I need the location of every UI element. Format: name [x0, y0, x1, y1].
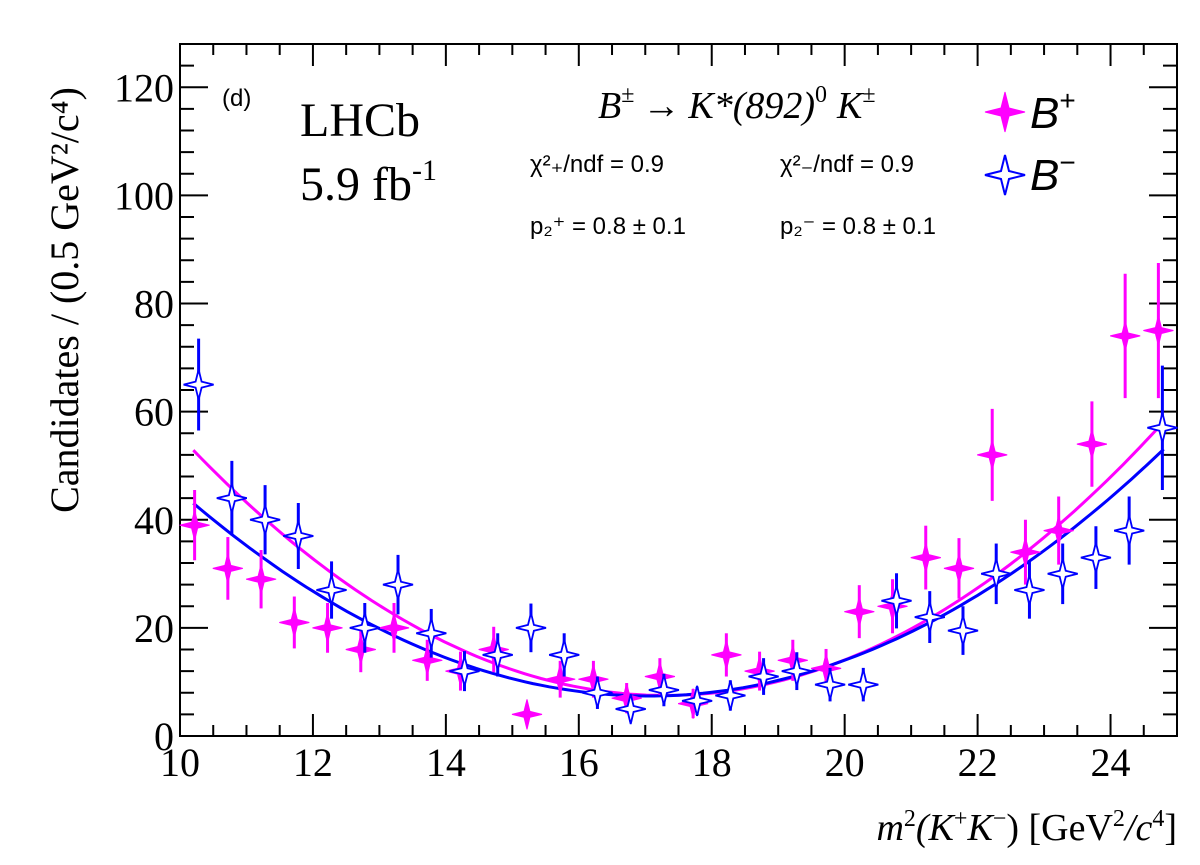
- luminosity-exponent: -1: [412, 154, 437, 187]
- x-tick-label: 18: [692, 740, 732, 785]
- stat-p2-minus: p₂⁻ = 0.8 ± 0.1: [780, 213, 936, 240]
- point-bminus: [1113, 515, 1145, 546]
- point-bplus: [810, 653, 842, 684]
- point-bminus: [615, 693, 646, 725]
- y-tick-label: 120: [114, 65, 174, 110]
- point-bplus: [1043, 515, 1074, 546]
- y-tick-label: 60: [134, 390, 174, 435]
- point-bplus: [478, 634, 509, 665]
- legend-marker-bplus: [984, 91, 1026, 133]
- point-bminus: [748, 661, 779, 692]
- point-bminus: [582, 677, 613, 709]
- point-bplus: [245, 564, 277, 595]
- point-bplus: [943, 553, 975, 584]
- x-tick-label: 24: [1091, 740, 1131, 785]
- legend: B+ B−: [984, 85, 1076, 200]
- point-bplus: [545, 664, 576, 695]
- y-tick-label: 80: [134, 282, 174, 327]
- point-bminus: [648, 674, 680, 706]
- y-axis-title: Candidates / (0.5 GeV²/c⁴): [42, 87, 87, 513]
- y-tick-label: 0: [154, 714, 174, 759]
- point-bplus: [977, 439, 1008, 471]
- point-bminus: [715, 680, 746, 711]
- point-bminus: [848, 669, 879, 700]
- point-bplus: [1110, 320, 1141, 352]
- panel-label: (d): [222, 85, 251, 112]
- y-tick-label: 100: [114, 173, 174, 218]
- point-bplus: [1143, 315, 1174, 346]
- point-bminus: [1080, 542, 1112, 573]
- y-tick-label: 40: [134, 498, 174, 543]
- point-bplus: [212, 553, 243, 584]
- point-bminus: [1147, 412, 1178, 444]
- point-bminus: [980, 558, 1012, 590]
- x-axis-title: m2(K+K−) [GeV2/c4]: [876, 806, 1177, 849]
- stat-p2-plus: p₂⁺ = 0.8 ± 0.1: [530, 213, 686, 240]
- point-bminus: [183, 369, 214, 400]
- fit-lines: [192, 420, 1165, 698]
- point-bminus: [814, 669, 846, 700]
- stat-chi2-plus: χ²₊/ndf = 0.9: [530, 151, 664, 178]
- tick-labels: 10 12 14 16 18 20 22 24 0 20 40 60 80 100 120: [114, 65, 1131, 785]
- point-bminus: [881, 585, 912, 617]
- y-tick-label: 20: [134, 606, 174, 651]
- point-bminus: [681, 685, 713, 717]
- point-bplus: [511, 699, 543, 730]
- point-bminus: [216, 482, 248, 514]
- x-tick-label: 16: [559, 740, 599, 785]
- stat-chi2-minus: χ²₋/ndf = 0.9: [780, 151, 914, 178]
- point-bminus: [1047, 558, 1078, 590]
- luminosity-value: 5.9 fb: [300, 158, 412, 211]
- point-bplus: [279, 607, 310, 638]
- point-bminus: [1014, 574, 1045, 606]
- point-bminus: [416, 618, 447, 649]
- point-bplus: [345, 634, 376, 665]
- point-bminus: [947, 615, 979, 646]
- point-bminus: [482, 639, 513, 671]
- x-tick-label: 22: [958, 740, 998, 785]
- x-tick-label: 14: [426, 740, 466, 785]
- point-bplus: [910, 542, 941, 573]
- point-bminus: [515, 612, 547, 644]
- point-bminus: [914, 601, 946, 633]
- point-bplus: [1076, 428, 1108, 460]
- point-bminus: [449, 655, 480, 687]
- experiment-label: LHCb: [300, 94, 420, 147]
- luminosity-label: 5.9 fb-1: [300, 154, 437, 211]
- fit-curve-bplus: [192, 420, 1165, 697]
- point-bplus: [611, 683, 642, 714]
- point-bminus: [781, 655, 813, 687]
- point-bplus: [711, 639, 742, 671]
- data-points: [179, 262, 1178, 730]
- legend-label-bminus: B−: [1030, 147, 1076, 200]
- point-bplus: [1010, 537, 1041, 568]
- point-bplus: [777, 645, 808, 676]
- fit-curve-bminus: [192, 448, 1165, 698]
- point-bplus: [844, 596, 875, 627]
- point-bplus: [412, 645, 443, 676]
- point-bminus: [349, 612, 381, 644]
- point-bminus: [283, 520, 314, 552]
- x-tick-label: 10: [160, 740, 200, 785]
- point-bminus: [548, 639, 580, 671]
- point-bplus: [378, 612, 410, 644]
- point-bminus: [249, 504, 281, 536]
- x-tick-label: 12: [293, 740, 333, 785]
- decay-label: B± → K*(892)0 K±: [598, 82, 876, 127]
- point-bminus: [316, 574, 347, 606]
- point-bplus: [877, 591, 908, 622]
- x-tick-label: 20: [825, 740, 865, 785]
- legend-label-bplus: B+: [1030, 85, 1076, 138]
- point-bplus: [744, 655, 775, 687]
- legend-marker-bminus: [984, 154, 1026, 196]
- point-bplus: [179, 510, 210, 541]
- point-bminus: [382, 569, 414, 600]
- point-bplus: [312, 612, 343, 644]
